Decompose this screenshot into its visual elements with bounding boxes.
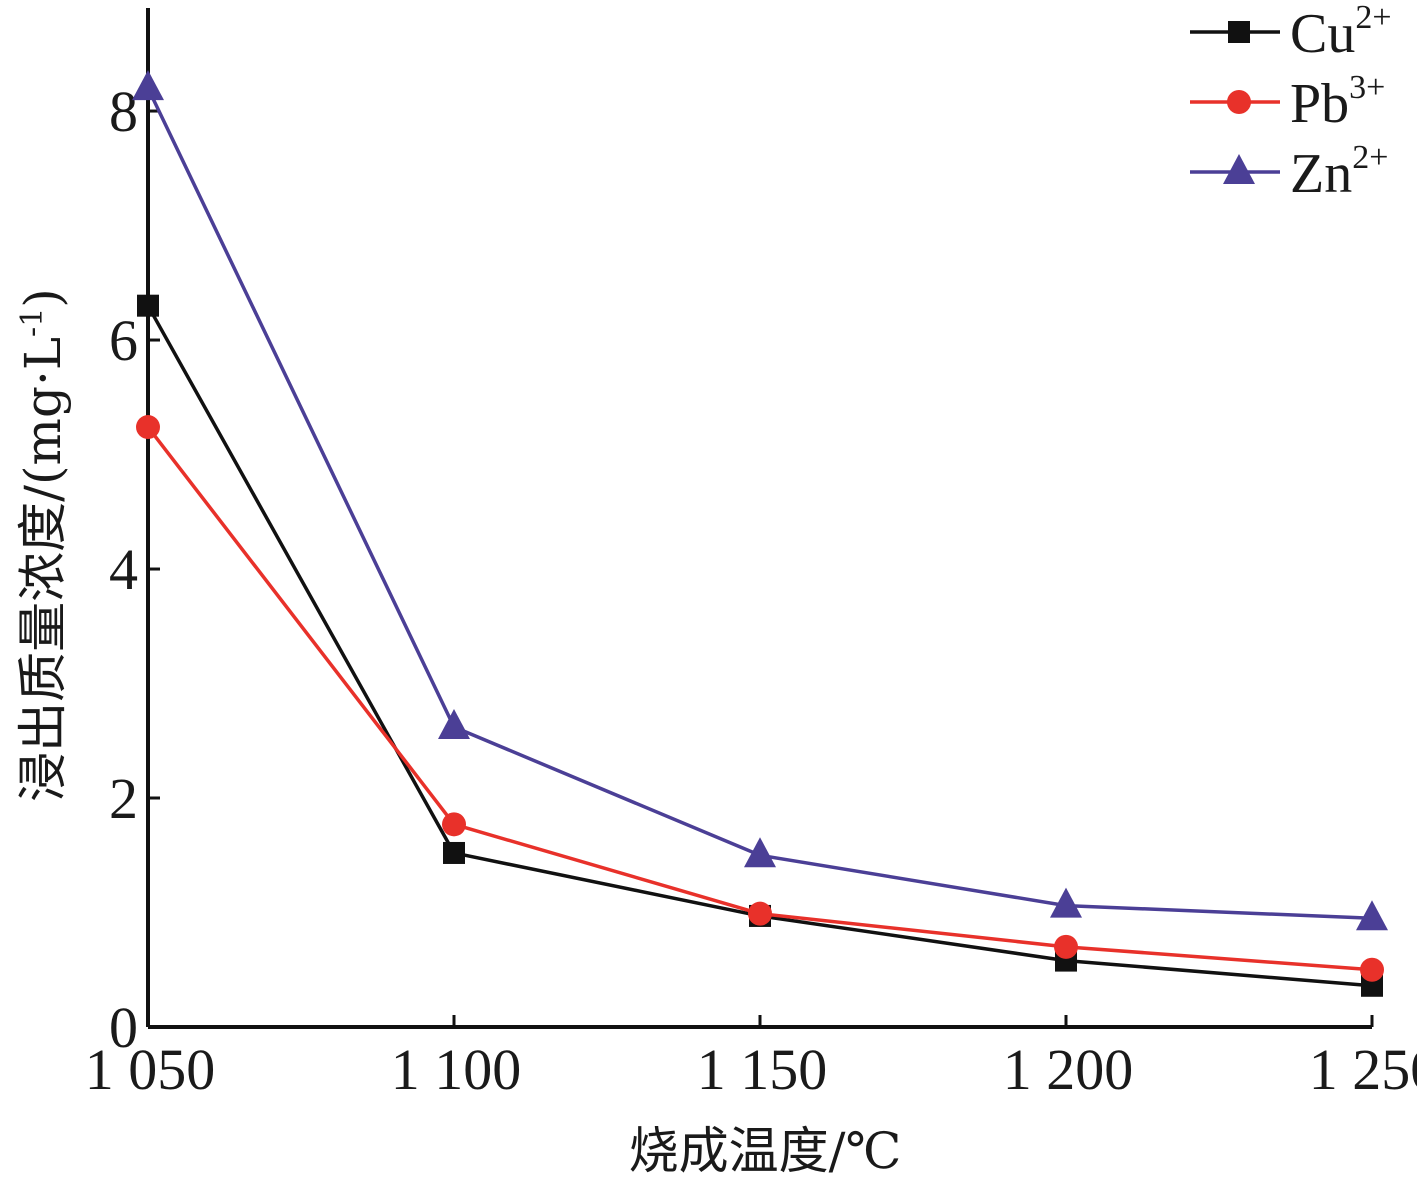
series-cu [137,294,1383,997]
legend-item-cu: Cu2+ [1190,0,1392,65]
series-line-zn [146,87,1373,920]
point-zn-1250 [1356,900,1388,931]
legend-marker-pb [1227,90,1251,114]
point-pb-1200 [1054,934,1078,959]
point-zn-1050 [132,70,164,101]
point-pb-1150 [748,901,772,926]
x-tick-label-1250: 1 250 [1309,1037,1417,1102]
ticks: 0 2 4 6 8 1 050 1 100 1 150 1 200 1 250 [85,79,1417,1102]
y-tick-label-0: 0 [109,995,138,1060]
series-layer [132,70,1388,997]
point-pb-1100 [442,812,466,837]
point-pb-1050 [136,415,160,440]
series-line-pb [146,425,1373,972]
legend-label-zn: Zn2+ [1290,139,1388,205]
legend-label-pb: Pb3+ [1290,69,1385,135]
axes [146,8,1372,1029]
y-axis-title-sup: -1 [15,308,50,337]
legend-label-main-cu: Cu [1290,3,1355,65]
legend-item-pb: Pb3+ [1190,69,1385,135]
legend-label-cu: Cu2+ [1290,0,1392,65]
legend-marker-zn [1223,154,1255,184]
series-pb [136,415,1384,982]
legend: Cu2+Pb3+Zn2+ [1190,0,1392,205]
x-tick-label-1150: 1 150 [697,1037,828,1102]
legend-label-sup-zn: 2+ [1352,139,1388,176]
series-zn [132,70,1388,931]
y-tick-label-6: 6 [109,308,138,373]
legend-label-sup-cu: 2+ [1355,0,1391,36]
point-zn-1100 [438,709,470,740]
point-pb-1250 [1360,957,1384,982]
legend-item-zn: Zn2+ [1190,139,1388,205]
legend-label-sup-pb: 3+ [1349,69,1385,106]
x-tick-label-1050: 1 050 [85,1037,216,1102]
legend-marker-cu [1228,21,1250,43]
y-tick-label-8: 8 [109,79,138,144]
y-axis-title-main: 浸出质量浓度/(mg·L [14,337,72,802]
y-tick-label-2: 2 [109,766,138,831]
x-tick-label-1200: 1 200 [1003,1037,1134,1102]
y-axis-title-close: ) [14,288,72,308]
x-axis-title: 烧成温度/℃ [629,1122,902,1180]
legend-label-main-pb: Pb [1290,73,1349,135]
y-axis-title: 浸出质量浓度/(mg·L-1) [14,288,72,802]
point-cu-1100 [443,841,465,864]
point-zn-1200 [1050,887,1082,918]
series-line-cu [146,304,1373,988]
legend-label-main-zn: Zn [1290,143,1352,205]
x-tick-label-1100: 1 100 [391,1037,522,1102]
point-zn-1150 [744,837,776,868]
y-tick-label-4: 4 [109,537,138,602]
point-cu-1050 [137,294,159,317]
